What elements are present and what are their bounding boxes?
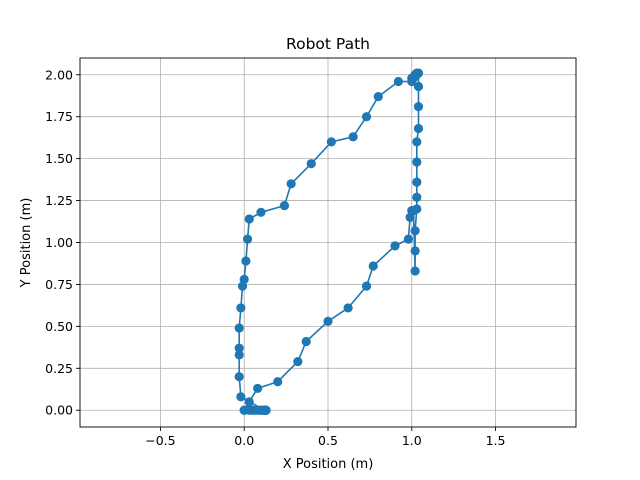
y-tick-label: 2.00 xyxy=(45,67,73,82)
path-point xyxy=(239,405,249,415)
path-point xyxy=(293,356,303,367)
y-tick-label: 0.00 xyxy=(45,403,73,418)
path-point xyxy=(236,392,246,402)
y-tick-label: 0.25 xyxy=(45,361,73,376)
axis-ticks: −0.5 0.0 0.5 1.0 1.5 0.00 0.25 0.50 0.75 1.00 1.25… xyxy=(45,67,505,448)
y-tick-label: 1.75 xyxy=(45,109,73,124)
path-point xyxy=(234,343,244,353)
x-tick-label: −0.5 xyxy=(145,433,175,448)
path-point xyxy=(306,159,316,169)
path-point xyxy=(242,234,253,244)
path-point xyxy=(348,132,358,142)
path-point xyxy=(410,226,420,236)
path-point xyxy=(286,179,296,189)
path-point xyxy=(326,137,336,147)
y-tick-label: 0.75 xyxy=(45,277,73,292)
chart-title: Robot Path xyxy=(286,35,370,53)
path-point xyxy=(343,303,353,313)
path-point xyxy=(410,246,420,256)
path-point xyxy=(403,234,414,244)
path-point xyxy=(234,323,244,333)
path-point xyxy=(413,102,424,112)
path-point xyxy=(412,157,422,167)
y-tick-label: 1.25 xyxy=(45,193,73,208)
y-tick-label: 1.50 xyxy=(45,151,73,166)
path-point xyxy=(407,76,417,87)
x-tick-label: 1.5 xyxy=(486,433,506,448)
path-point xyxy=(244,214,254,224)
path-point xyxy=(368,261,378,271)
x-tick-label: 0.5 xyxy=(318,433,338,448)
path-point xyxy=(412,137,422,147)
path-point xyxy=(234,372,244,382)
grid-lines xyxy=(80,58,576,427)
path-point xyxy=(301,336,311,347)
path-point xyxy=(273,377,283,387)
path-point xyxy=(413,81,424,92)
path-point xyxy=(323,316,333,326)
path-point xyxy=(237,281,248,291)
x-tick-label: 1.0 xyxy=(402,433,422,448)
robot-path-line xyxy=(238,72,420,412)
path-point xyxy=(373,91,383,102)
path-point xyxy=(413,123,424,134)
path-point xyxy=(412,204,422,214)
path-point xyxy=(253,383,263,394)
plot-area xyxy=(234,68,424,415)
path-point xyxy=(361,281,372,291)
path-point xyxy=(256,207,266,217)
path-point xyxy=(236,303,246,313)
path-point xyxy=(393,76,403,87)
path-point xyxy=(412,177,422,187)
path-point xyxy=(390,241,400,251)
path-point xyxy=(279,201,290,211)
path-point xyxy=(234,350,244,360)
y-axis-label: Y Position (m) xyxy=(19,198,34,289)
y-tick-label: 0.50 xyxy=(45,319,73,334)
path-point xyxy=(412,192,422,202)
y-tick-label: 1.00 xyxy=(45,235,73,250)
path-point xyxy=(410,266,420,276)
path-point xyxy=(244,397,254,407)
path-point xyxy=(361,112,372,122)
path-point xyxy=(241,256,251,266)
x-tick-label: 0.0 xyxy=(234,433,254,448)
x-axis-label: X Position (m) xyxy=(283,457,374,472)
